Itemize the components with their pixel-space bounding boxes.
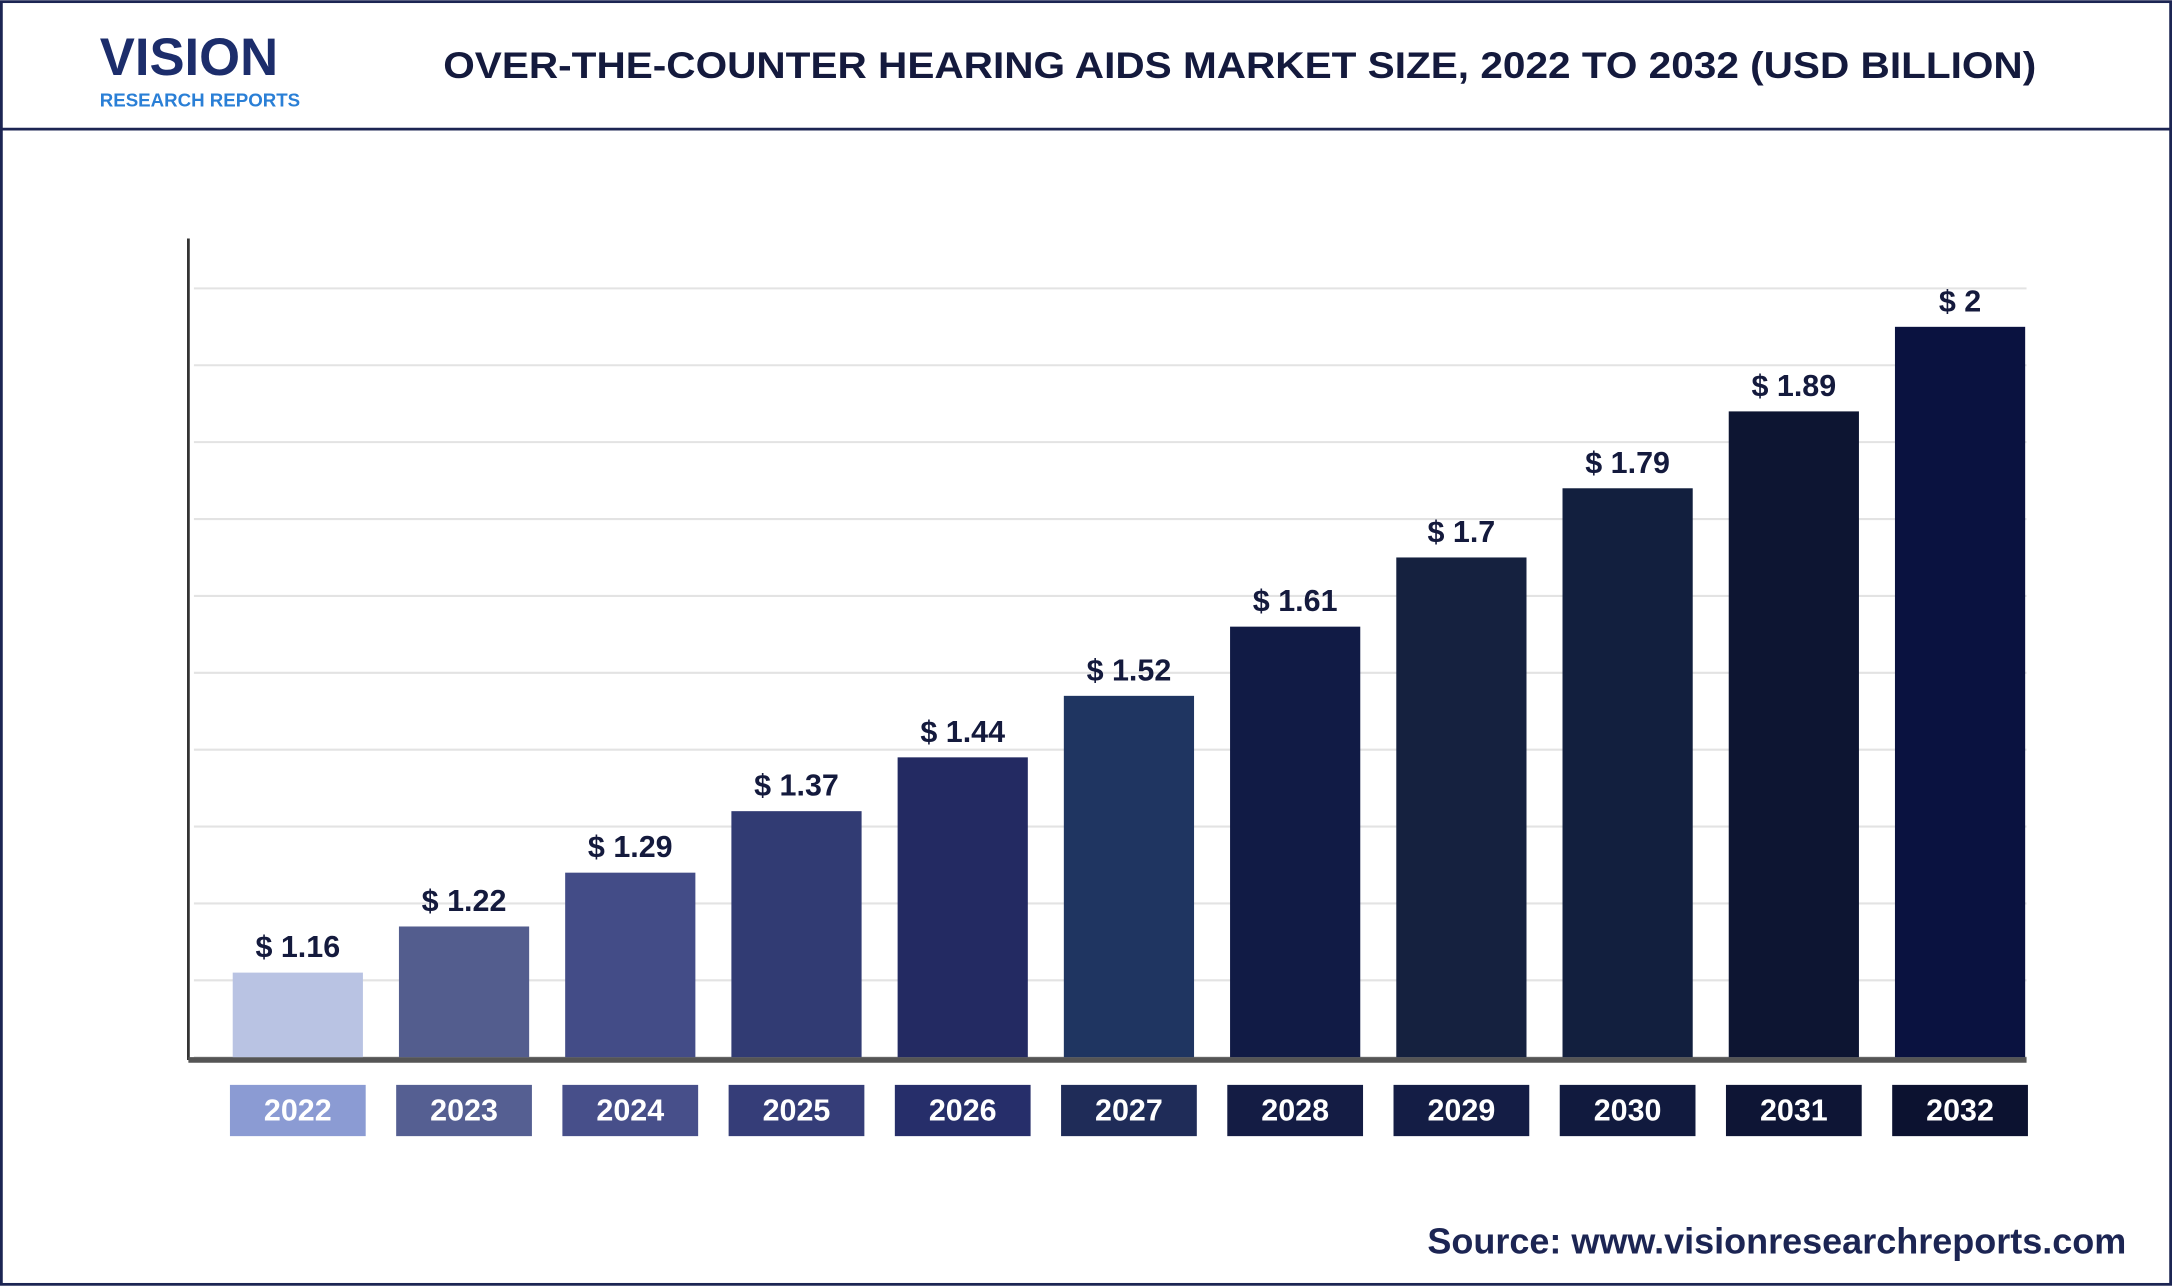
bar [1894, 326, 2026, 1058]
x-tick-label: 2022 [264, 1094, 332, 1128]
value-label: $ 1.22 [422, 884, 507, 918]
value-label: $ 1.89 [1751, 369, 1836, 403]
value-label: $ 1.79 [1585, 446, 1670, 480]
value-label: $ 2 [1939, 284, 1981, 318]
category-box [894, 1084, 1031, 1137]
x-tick-label: 2024 [596, 1094, 664, 1128]
value-label: $ 1.52 [1087, 653, 1172, 687]
category-box [1393, 1084, 1530, 1137]
category-box [562, 1084, 699, 1137]
source: Source: www.visionresearchreports.com [1427, 1221, 2126, 1262]
chart-title: OVER-THE-COUNTER HEARING AIDS MARKET SIZ… [443, 44, 2036, 86]
bar [398, 926, 530, 1058]
value-label: $ 1.44 [920, 715, 1005, 749]
value-label: $ 1.7 [1427, 515, 1495, 549]
value-label: $ 1.61 [1253, 584, 1338, 618]
bar [1396, 557, 1527, 1058]
x-tick-label: 2031 [1760, 1094, 1828, 1128]
logo-name: VISION [100, 28, 278, 87]
logo-tagline: RESEARCH REPORTS [100, 89, 300, 110]
x-tick-label: 2026 [929, 1094, 997, 1128]
category-box [1725, 1084, 1862, 1137]
category-box [728, 1084, 865, 1137]
category-box [396, 1084, 532, 1137]
value-label: $ 1.37 [754, 769, 839, 803]
bar [1728, 411, 1859, 1058]
plot: 2022 $ 1.16 2023 $ 1.22 2024 $ 1.29 2025 $ 1.37… [187, 238, 2028, 1137]
bar [565, 872, 696, 1058]
x-tick-label: 2028 [1261, 1094, 1329, 1128]
x-tick-label: 2027 [1095, 1094, 1163, 1128]
category-box [1227, 1084, 1364, 1137]
x-tick-label: 2030 [1594, 1094, 1662, 1128]
x-tick-label: 2029 [1427, 1094, 1495, 1128]
category-box [1559, 1084, 1696, 1137]
bar [731, 811, 862, 1058]
x-tick-label: 2023 [430, 1094, 498, 1128]
bar [1063, 695, 1195, 1058]
x-tick-label: 2032 [1926, 1094, 1994, 1128]
category-box [229, 1084, 366, 1137]
bar [232, 972, 363, 1058]
category-box [1061, 1084, 1197, 1137]
value-label: $ 1.29 [588, 830, 673, 864]
bar [1562, 488, 1693, 1058]
category-box [1892, 1084, 2028, 1137]
x-tick-label: 2025 [763, 1094, 831, 1128]
value-label: $ 1.16 [255, 930, 340, 964]
bar [897, 757, 1028, 1058]
bar [1230, 626, 1361, 1058]
